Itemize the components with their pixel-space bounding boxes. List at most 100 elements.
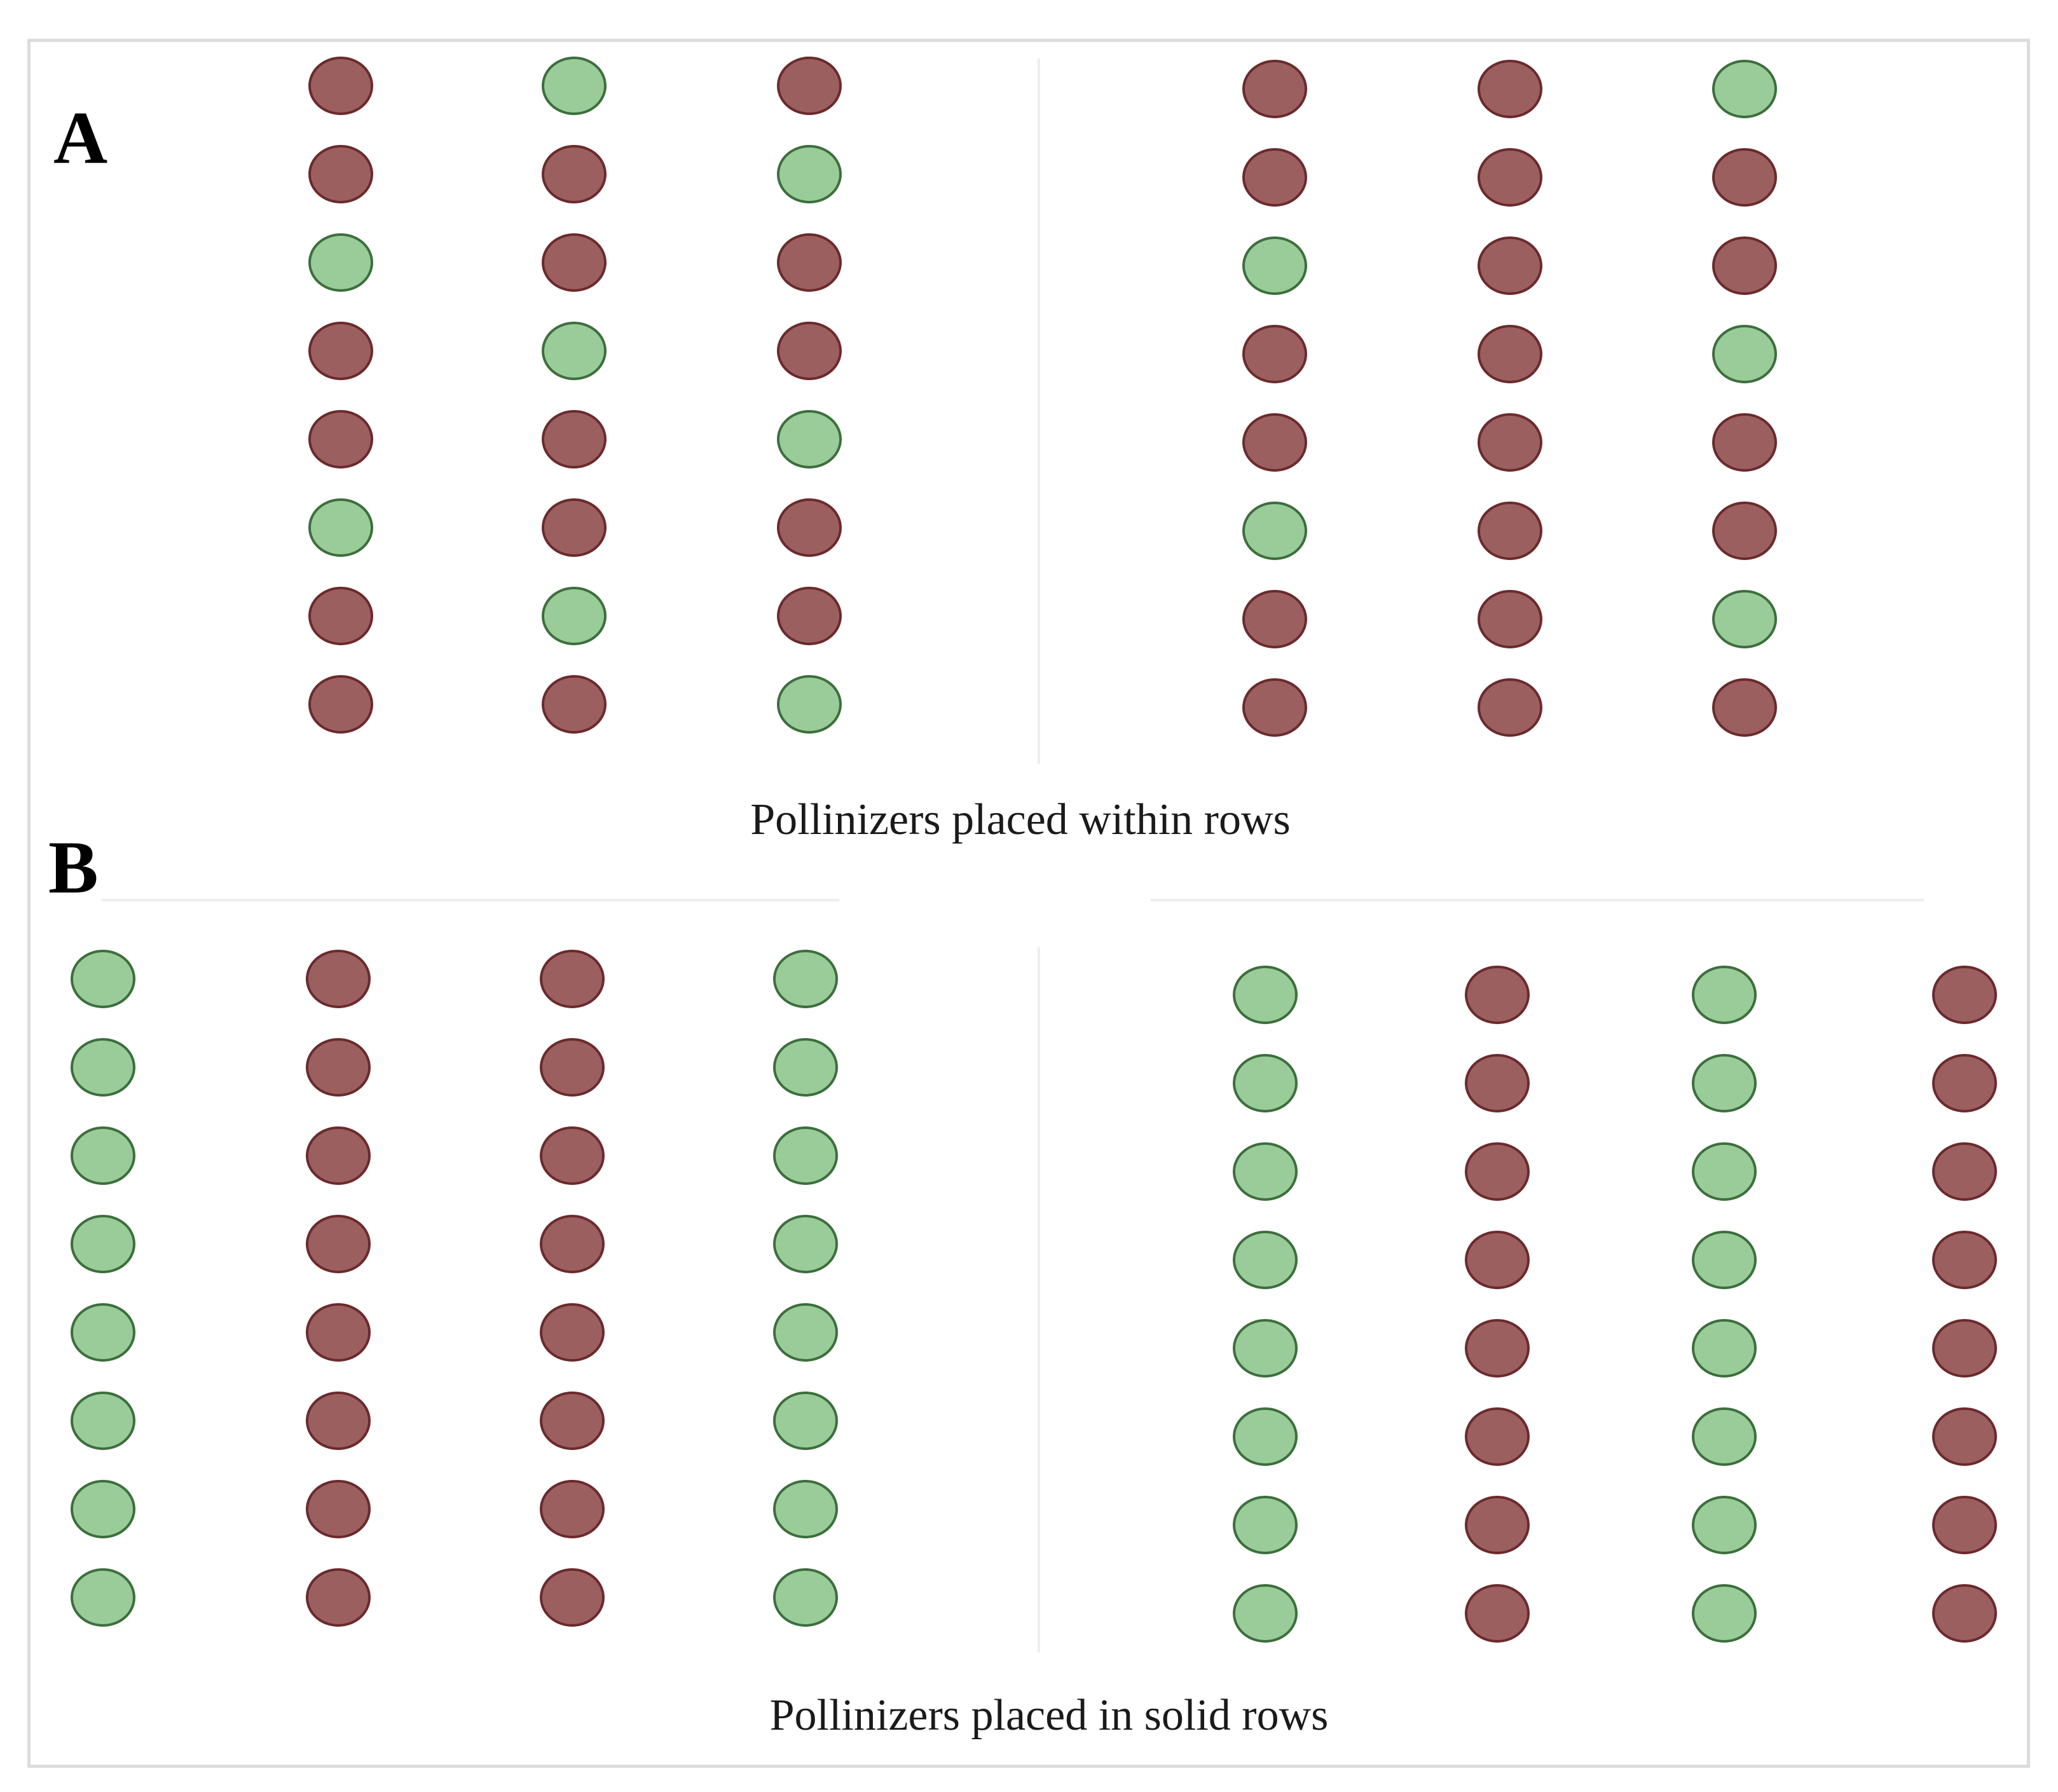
- main-cultivar-tree: [777, 498, 842, 557]
- main-cultivar-tree: [1478, 502, 1542, 560]
- main-cultivar-tree: [1478, 236, 1542, 295]
- pollinizer-tree: [1692, 1584, 1757, 1643]
- panel-b-block-divider: [1038, 947, 1040, 1653]
- pollinizer-tree: [1712, 325, 1777, 383]
- main-cultivar-tree: [1465, 966, 1530, 1024]
- pollinizer-tree: [1242, 502, 1307, 560]
- main-cultivar-tree: [306, 1038, 371, 1097]
- main-cultivar-tree: [540, 1215, 605, 1273]
- main-cultivar-tree: [1712, 678, 1777, 737]
- main-cultivar-tree: [308, 675, 373, 734]
- main-cultivar-tree: [540, 1568, 605, 1627]
- pollinizer-tree: [1692, 966, 1757, 1024]
- pollinizer-tree: [71, 1303, 135, 1362]
- pollinizer-tree: [71, 1568, 135, 1627]
- main-cultivar-tree: [308, 145, 373, 203]
- main-cultivar-tree: [1932, 966, 1997, 1024]
- pollinizer-tree: [773, 1303, 838, 1362]
- pollinizer-tree: [773, 1038, 838, 1097]
- main-cultivar-tree: [1242, 413, 1307, 472]
- main-cultivar-tree: [308, 322, 373, 380]
- pollinizer-tree: [542, 587, 607, 645]
- pollinizer-tree: [1692, 1054, 1757, 1112]
- main-cultivar-tree: [308, 587, 373, 645]
- pollinizer-tree: [1242, 236, 1307, 295]
- main-cultivar-tree: [306, 1303, 371, 1362]
- main-cultivar-tree: [540, 1126, 605, 1185]
- main-cultivar-tree: [1242, 590, 1307, 648]
- main-cultivar-tree: [540, 1392, 605, 1450]
- pollinizer-tree: [71, 1215, 135, 1273]
- main-cultivar-tree: [1712, 413, 1777, 472]
- pollinizer-tree: [1692, 1142, 1757, 1201]
- main-cultivar-tree: [1242, 60, 1307, 118]
- main-cultivar-tree: [1465, 1584, 1530, 1643]
- pollinizer-tree: [1233, 1584, 1298, 1643]
- pollinizer-tree: [1692, 1407, 1757, 1466]
- main-cultivar-tree: [1242, 678, 1307, 737]
- main-cultivar-tree: [1465, 1407, 1530, 1466]
- main-cultivar-tree: [777, 587, 842, 645]
- main-cultivar-tree: [1242, 325, 1307, 383]
- pollinizer-tree: [773, 1392, 838, 1450]
- pollinizer-tree: [1692, 1319, 1757, 1378]
- main-cultivar-tree: [540, 950, 605, 1008]
- main-cultivar-tree: [1478, 678, 1542, 737]
- pollinizer-tree: [773, 1126, 838, 1185]
- pollinizer-tree: [308, 233, 373, 292]
- pollinizer-tree: [1692, 1231, 1757, 1289]
- pollinizer-tree: [71, 1392, 135, 1450]
- pollinizer-tree: [1712, 590, 1777, 648]
- main-cultivar-tree: [542, 410, 607, 469]
- pollinizer-tree: [1233, 966, 1298, 1024]
- main-cultivar-tree: [308, 57, 373, 115]
- main-cultivar-tree: [542, 233, 607, 292]
- main-cultivar-tree: [306, 1215, 371, 1273]
- figure-frame: [27, 39, 2030, 1768]
- main-cultivar-tree: [306, 950, 371, 1008]
- main-cultivar-tree: [1465, 1142, 1530, 1201]
- pollinizer-tree: [542, 57, 607, 115]
- main-cultivar-tree: [1932, 1231, 1997, 1289]
- main-cultivar-tree: [540, 1303, 605, 1362]
- main-cultivar-tree: [1465, 1231, 1530, 1289]
- panel-b-caption: Pollinizers placed in solid rows: [769, 1691, 1329, 1740]
- pollinizer-tree: [1233, 1407, 1298, 1466]
- pollinizer-tree: [1233, 1319, 1298, 1378]
- pollinizer-tree: [1233, 1054, 1298, 1112]
- panel-a-caption: Pollinizers placed within rows: [750, 795, 1291, 844]
- main-cultivar-tree: [1932, 1319, 1997, 1378]
- main-cultivar-tree: [1478, 60, 1542, 118]
- main-cultivar-tree: [542, 675, 607, 734]
- main-cultivar-tree: [1478, 325, 1542, 383]
- main-cultivar-tree: [540, 1038, 605, 1097]
- pollinizer-tree: [1233, 1231, 1298, 1289]
- main-cultivar-tree: [1465, 1319, 1530, 1378]
- panel-b-top-rule-right: [1151, 899, 1924, 901]
- main-cultivar-tree: [308, 410, 373, 469]
- panel-b-label: B: [48, 826, 99, 909]
- pollinizer-tree: [71, 950, 135, 1008]
- pollinizer-tree: [1233, 1142, 1298, 1201]
- main-cultivar-tree: [1932, 1407, 1997, 1466]
- main-cultivar-tree: [1465, 1054, 1530, 1112]
- main-cultivar-tree: [777, 322, 842, 380]
- main-cultivar-tree: [777, 57, 842, 115]
- main-cultivar-tree: [306, 1392, 371, 1450]
- pollinizer-tree: [71, 1038, 135, 1097]
- main-cultivar-tree: [1932, 1142, 1997, 1201]
- main-cultivar-tree: [1712, 148, 1777, 207]
- main-cultivar-tree: [306, 1126, 371, 1185]
- main-cultivar-tree: [1465, 1496, 1530, 1554]
- pollinizer-tree: [777, 675, 842, 734]
- main-cultivar-tree: [306, 1568, 371, 1627]
- main-cultivar-tree: [542, 498, 607, 557]
- main-cultivar-tree: [1712, 236, 1777, 295]
- main-cultivar-tree: [540, 1480, 605, 1538]
- main-cultivar-tree: [1478, 590, 1542, 648]
- panel-a-label: A: [53, 96, 108, 179]
- main-cultivar-tree: [1932, 1496, 1997, 1554]
- main-cultivar-tree: [542, 145, 607, 203]
- pollinizer-tree: [1233, 1496, 1298, 1554]
